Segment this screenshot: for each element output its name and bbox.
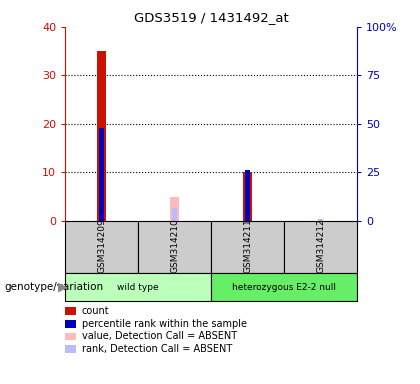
Bar [97, 51, 106, 221]
Bar [284, 221, 357, 273]
Bar [211, 221, 284, 273]
Title: GDS3519 / 1431492_at: GDS3519 / 1431492_at [134, 11, 289, 24]
Bar [65, 221, 138, 273]
Text: GSM314209: GSM314209 [97, 218, 106, 273]
Bar [318, 219, 323, 221]
Text: GSM314210: GSM314210 [170, 218, 179, 273]
Text: ▶: ▶ [58, 281, 68, 293]
Text: GSM314211: GSM314211 [243, 218, 252, 273]
Bar [245, 170, 250, 221]
Bar [65, 273, 211, 301]
Bar [243, 172, 252, 221]
Bar [211, 273, 357, 301]
Text: count: count [82, 306, 110, 316]
Text: GSM314212: GSM314212 [316, 218, 325, 273]
Bar [138, 221, 211, 273]
Bar [170, 197, 179, 221]
Text: value, Detection Call = ABSENT: value, Detection Call = ABSENT [82, 331, 237, 341]
Bar [100, 128, 104, 221]
Bar [172, 208, 177, 221]
Text: heterozygous E2-2 null: heterozygous E2-2 null [232, 283, 336, 291]
Text: wild type: wild type [117, 283, 159, 291]
Text: rank, Detection Call = ABSENT: rank, Detection Call = ABSENT [82, 344, 232, 354]
Text: genotype/variation: genotype/variation [4, 282, 103, 292]
Text: percentile rank within the sample: percentile rank within the sample [82, 319, 247, 329]
